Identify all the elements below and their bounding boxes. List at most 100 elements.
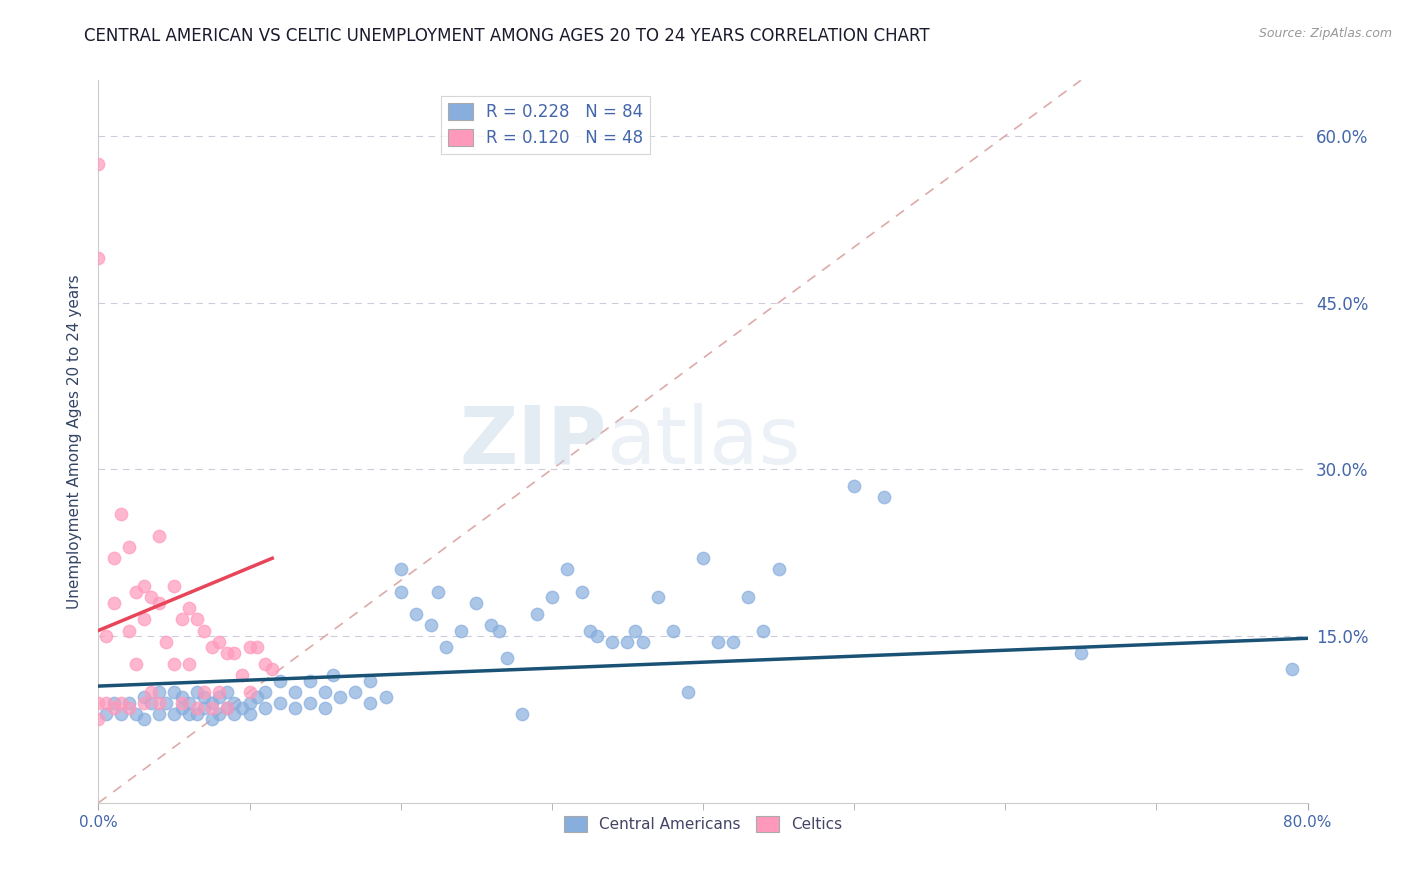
Point (215, 701, 238, 715)
Point (586, 629, 609, 643)
Point (118, 701, 141, 715)
Point (555, 562, 578, 576)
Point (389, 584, 412, 599)
Point (125, 657, 148, 671)
Point (420, 618, 443, 632)
Point (692, 551, 714, 566)
Point (360, 673, 382, 688)
Point (215, 684, 238, 698)
Point (170, 696, 193, 710)
Point (631, 634, 654, 648)
Point (616, 634, 638, 648)
Point (661, 624, 683, 638)
Point (269, 696, 291, 710)
Point (87, 251, 110, 265)
Point (148, 696, 170, 710)
Point (624, 624, 647, 638)
Point (201, 696, 224, 710)
Point (578, 624, 600, 638)
Point (155, 634, 177, 648)
Point (284, 684, 307, 698)
Point (540, 590, 562, 604)
Point (873, 490, 896, 504)
Point (141, 590, 163, 604)
Point (179, 601, 201, 615)
Point (148, 706, 170, 721)
Point (132, 579, 155, 593)
Point (103, 696, 125, 710)
Point (602, 634, 624, 648)
Point (481, 618, 503, 632)
Point (465, 596, 488, 610)
Point (224, 706, 246, 721)
Point (723, 634, 745, 648)
Point (118, 540, 141, 554)
Point (87, 696, 110, 710)
Point (269, 673, 291, 688)
Y-axis label: Unemployment Among Ages 20 to 24 years: Unemployment Among Ages 20 to 24 years (66, 274, 82, 609)
Point (94, 696, 117, 710)
Point (314, 684, 336, 698)
Point (647, 590, 669, 604)
Point (427, 584, 450, 599)
Point (526, 607, 548, 621)
Point (215, 646, 238, 660)
Point (179, 657, 201, 671)
Point (163, 706, 186, 721)
Point (322, 668, 344, 682)
Point (141, 696, 163, 710)
Point (405, 607, 427, 621)
Point (389, 562, 412, 576)
Point (110, 696, 132, 710)
Point (186, 684, 208, 698)
Point (434, 640, 457, 655)
Point (193, 684, 215, 698)
Point (94, 706, 117, 721)
Point (215, 701, 238, 715)
Point (571, 584, 593, 599)
Point (208, 684, 231, 698)
Point (155, 696, 177, 710)
Point (186, 612, 208, 626)
Point (284, 701, 307, 715)
Point (148, 684, 170, 698)
Point (246, 690, 269, 705)
Point (132, 612, 155, 626)
Text: atlas: atlas (606, 402, 800, 481)
Point (768, 562, 790, 576)
Point (208, 634, 231, 648)
Point (110, 706, 132, 721)
Point (103, 701, 125, 715)
Point (201, 713, 224, 727)
Point (329, 690, 352, 705)
Point (132, 696, 155, 710)
Point (179, 706, 201, 721)
Point (186, 701, 208, 715)
Text: ZIP: ZIP (458, 402, 606, 481)
Point (253, 701, 276, 715)
Point (253, 684, 276, 698)
Point (344, 684, 367, 698)
Point (360, 696, 382, 710)
Point (246, 640, 269, 655)
Point (201, 701, 224, 715)
Point (314, 701, 336, 715)
Point (163, 579, 186, 593)
Point (299, 673, 322, 688)
Point (141, 684, 163, 698)
Point (752, 624, 775, 638)
Point (299, 696, 322, 710)
Point (707, 634, 730, 648)
Point (737, 590, 759, 604)
Point (239, 696, 262, 710)
Point (208, 690, 231, 705)
Point (262, 662, 284, 676)
Text: CENTRAL AMERICAN VS CELTIC UNEMPLOYMENT AMONG AGES 20 TO 24 YEARS CORRELATION CH: CENTRAL AMERICAN VS CELTIC UNEMPLOYMENT … (84, 27, 929, 45)
Point (170, 701, 193, 715)
Point (231, 701, 253, 715)
Legend: Central Americans, Celtics: Central Americans, Celtics (558, 810, 848, 838)
Point (87, 713, 110, 727)
Point (374, 690, 396, 705)
Point (231, 668, 253, 682)
Point (450, 624, 472, 638)
